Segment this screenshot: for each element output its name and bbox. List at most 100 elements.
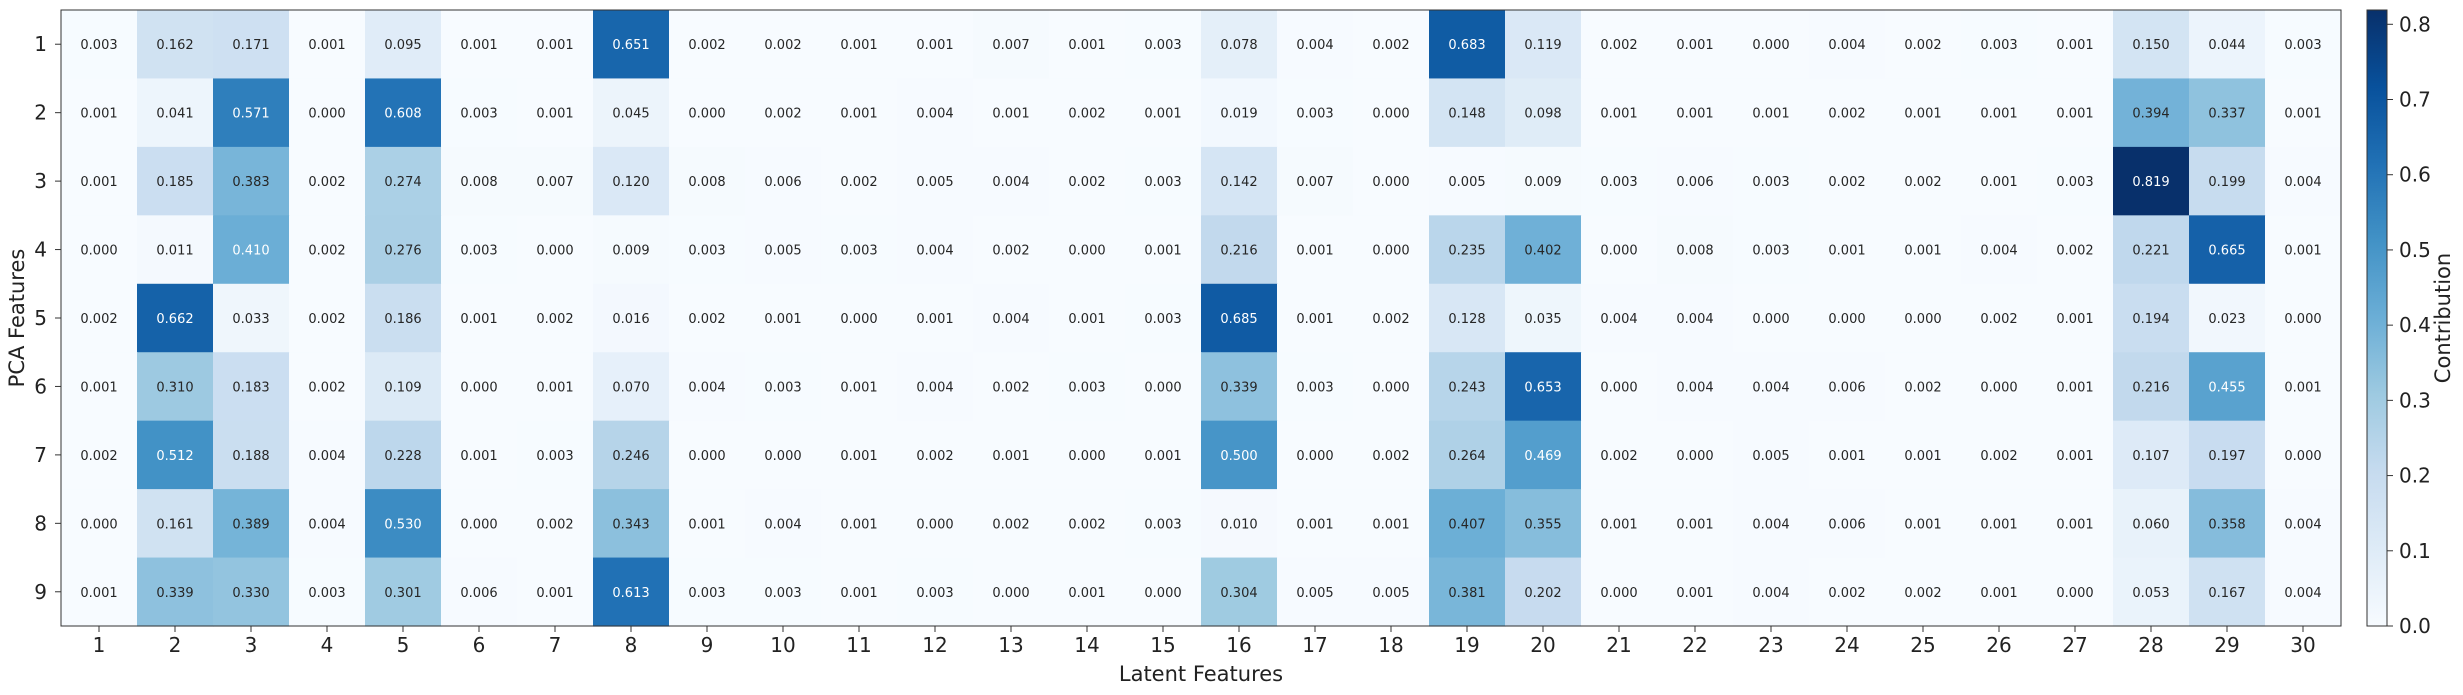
- colorbar-tick-label: 0.6: [2399, 163, 2431, 187]
- cell-value-label: 0.394: [2132, 107, 2169, 122]
- colorbar-tick-label: 0.3: [2399, 388, 2431, 412]
- heatmap-cell: [1961, 283, 2038, 353]
- heatmap-cell: [441, 489, 518, 559]
- heatmap-cell: [1277, 352, 1354, 422]
- cell-value-label: 0.004: [2284, 175, 2321, 190]
- cell-value-label: 0.383: [232, 175, 269, 190]
- cell-value-label: 0.264: [1448, 449, 1485, 464]
- heatmap-cell: [213, 489, 290, 559]
- cell-value-label: 0.000: [80, 517, 117, 532]
- cell-value-label: 0.004: [1600, 312, 1637, 327]
- heatmap-cell: [1961, 420, 2038, 490]
- heatmap-cell: [2113, 420, 2190, 490]
- cell-value-label: 0.035: [1524, 312, 1561, 327]
- cell-value-label: 0.004: [916, 107, 953, 122]
- heatmap-cell: [2189, 352, 2266, 422]
- cell-value-label: 0.685: [1220, 312, 1257, 327]
- cell-value-label: 0.304: [1220, 586, 1257, 601]
- heatmap-cell: [821, 146, 898, 216]
- heatmap-cell: [1429, 283, 1506, 353]
- cell-value-label: 0.000: [688, 449, 725, 464]
- heatmap-cell: [1581, 283, 1658, 353]
- cell-value-label: 0.001: [1676, 517, 1713, 532]
- cell-value-label: 0.194: [2132, 312, 2169, 327]
- x-tick-label: 7: [549, 633, 562, 657]
- cell-value-label: 0.001: [1296, 312, 1333, 327]
- heatmap-cell: [1505, 215, 1582, 285]
- cell-value-label: 0.004: [1980, 244, 2017, 259]
- heatmap-cell: [593, 352, 670, 422]
- cell-value-label: 0.001: [1676, 38, 1713, 53]
- heatmap-cell: [213, 283, 290, 353]
- heatmap-cell: [821, 78, 898, 148]
- cell-value-label: 0.274: [384, 175, 421, 190]
- heatmap-cell: [897, 420, 974, 490]
- y-tick-label: 1: [34, 32, 47, 56]
- cell-value-label: 0.000: [1828, 312, 1865, 327]
- heatmap-cell: [973, 78, 1050, 148]
- x-tick-label: 3: [245, 633, 258, 657]
- heatmap-cell: [365, 146, 442, 216]
- cell-value-label: 0.001: [1828, 449, 1865, 464]
- cell-value-label: 0.004: [992, 312, 1029, 327]
- heatmap-cell: [2037, 146, 2114, 216]
- cell-value-label: 0.001: [2284, 244, 2321, 259]
- cell-value-label: 0.002: [2056, 244, 2093, 259]
- cell-value-label: 0.001: [536, 38, 573, 53]
- x-tick-label: 25: [1910, 633, 1935, 657]
- heatmap-cell: [1581, 146, 1658, 216]
- heatmap-cell: [973, 10, 1050, 80]
- cell-value-label: 0.004: [1752, 517, 1789, 532]
- x-tick-label: 9: [701, 633, 714, 657]
- cell-value-label: 0.005: [1752, 449, 1789, 464]
- cell-value-label: 0.005: [1296, 586, 1333, 601]
- heatmap-cell: [2189, 283, 2266, 353]
- cell-value-label: 0.002: [1068, 517, 1105, 532]
- cell-value-label: 0.006: [1828, 380, 1865, 395]
- heatmap-cell: [1353, 489, 1430, 559]
- cell-value-label: 0.339: [156, 586, 193, 601]
- cell-value-label: 0.185: [156, 175, 193, 190]
- cell-value-label: 0.002: [1904, 586, 1941, 601]
- heatmap-cell: [1885, 146, 1962, 216]
- heatmap-cell: [1277, 146, 1354, 216]
- y-tick-label: 8: [34, 511, 47, 535]
- heatmap-cell: [1581, 352, 1658, 422]
- heatmap-cell: [1733, 420, 1810, 490]
- heatmap-cell: [289, 78, 366, 148]
- cell-value-label: 0.197: [2208, 449, 2245, 464]
- cell-value-label: 0.003: [308, 586, 345, 601]
- heatmap-cell: [2189, 146, 2266, 216]
- heatmap-cell: [1961, 10, 2038, 80]
- cell-value-label: 0.148: [1448, 107, 1485, 122]
- heatmap-cell: [973, 557, 1050, 627]
- cell-value-label: 0.001: [992, 107, 1029, 122]
- heatmap-cell: [1809, 420, 1886, 490]
- heatmap-cell: [213, 352, 290, 422]
- heatmap-cell: [2265, 420, 2342, 490]
- cell-value-label: 0.142: [1220, 175, 1257, 190]
- cell-value-label: 0.003: [1068, 380, 1105, 395]
- heatmap-cell: [973, 283, 1050, 353]
- cell-value-label: 0.003: [80, 38, 117, 53]
- cell-value-label: 0.001: [1600, 107, 1637, 122]
- cell-value-label: 0.023: [2208, 312, 2245, 327]
- cell-value-label: 0.003: [1600, 175, 1637, 190]
- cell-value-label: 0.235: [1448, 244, 1485, 259]
- cell-value-label: 0.001: [1904, 107, 1941, 122]
- cell-value-label: 0.000: [916, 517, 953, 532]
- heatmap-cell: [1353, 146, 1430, 216]
- heatmap-cell: [137, 78, 214, 148]
- cell-value-label: 0.167: [2208, 586, 2245, 601]
- heatmap-cell: [441, 420, 518, 490]
- colorbar: [2366, 9, 2388, 627]
- cell-value-label: 0.001: [1904, 449, 1941, 464]
- heatmap-cell: [137, 352, 214, 422]
- heatmap-cell: [1505, 10, 1582, 80]
- cell-value-label: 0.000: [1372, 380, 1409, 395]
- cell-value-label: 0.216: [1220, 244, 1257, 259]
- heatmap-cell: [1429, 557, 1506, 627]
- cell-value-label: 0.004: [916, 380, 953, 395]
- cell-value-label: 0.000: [2056, 586, 2093, 601]
- colorbar-tick-label: 0.8: [2399, 12, 2431, 36]
